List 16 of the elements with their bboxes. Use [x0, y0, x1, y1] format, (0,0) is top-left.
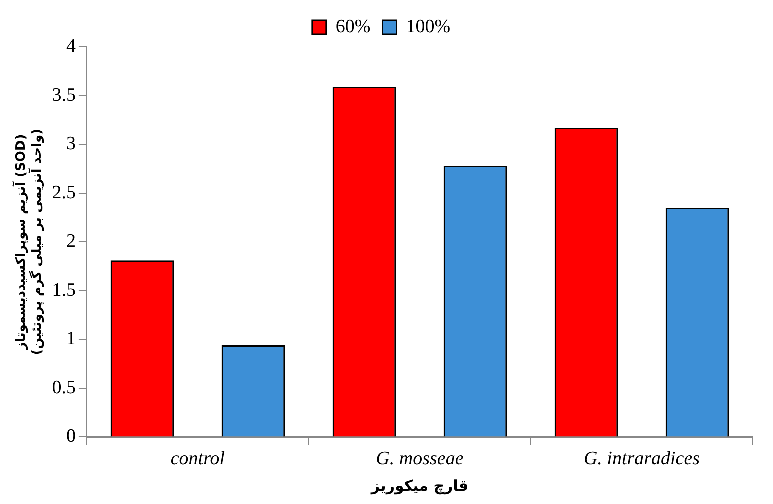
y-axis-title: آنزیم سوپراکسیددیسموتاز (SOD) (واحد آنزیمی بر میلی گرم پروتئین) [12, 128, 45, 356]
y-tick-label: 4 [66, 36, 76, 57]
y-tick-label: 3 [66, 134, 76, 155]
x-tick-label: G. mosseae [376, 448, 464, 470]
legend-label: 100% [406, 16, 451, 38]
y-tick-label: 0.5 [52, 377, 76, 398]
x-tick-label: G. intraradices [584, 448, 700, 470]
legend-label: 60% [336, 16, 371, 38]
x-tick-label: control [170, 448, 226, 470]
y-tick-label: 2.5 [52, 182, 76, 204]
y-tick-label: 0 [66, 426, 76, 448]
y-tick-label: 1 [66, 328, 76, 350]
y-tick-label: 2 [66, 231, 76, 252]
y-tick-label: 1.5 [52, 280, 76, 301]
x-axis-title: قارچ میکوریز [370, 476, 469, 495]
y-tick-label: 3.5 [52, 84, 76, 106]
